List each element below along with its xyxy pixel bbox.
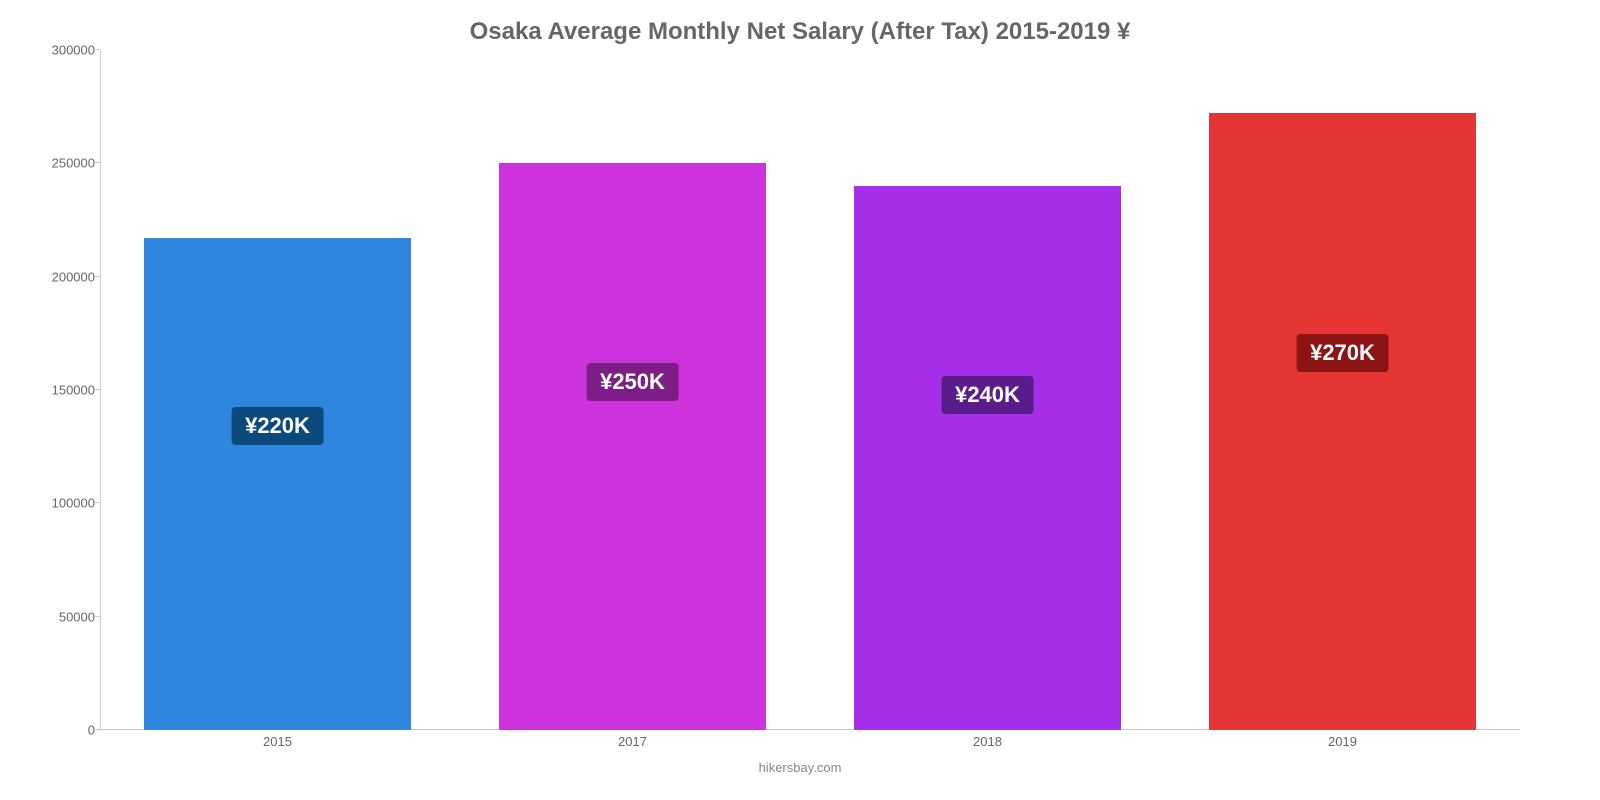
bar-value-badge: ¥220K bbox=[231, 407, 324, 445]
plot-area: 050000100000150000200000250000300000 ¥22… bbox=[100, 50, 1520, 730]
y-tick-label: 100000 bbox=[40, 496, 95, 511]
y-tick-label: 250000 bbox=[40, 156, 95, 171]
bar-value-badge: ¥250K bbox=[586, 363, 679, 401]
bar bbox=[499, 163, 765, 730]
bar bbox=[1209, 113, 1475, 730]
bar-value-badge: ¥240K bbox=[941, 376, 1034, 414]
y-axis-labels: 050000100000150000200000250000300000 bbox=[40, 50, 95, 730]
chart-title: Osaka Average Monthly Net Salary (After … bbox=[40, 18, 1560, 46]
x-tick-label: 2018 bbox=[973, 734, 1002, 749]
y-tick-label: 150000 bbox=[40, 383, 95, 398]
bar bbox=[144, 238, 410, 730]
x-tick-label: 2015 bbox=[263, 734, 292, 749]
chart-container: Osaka Average Monthly Net Salary (After … bbox=[0, 0, 1600, 800]
bar-slot: ¥250K bbox=[455, 50, 810, 730]
bar-slot: ¥240K bbox=[810, 50, 1165, 730]
bar-value-badge: ¥270K bbox=[1296, 334, 1389, 372]
bar-slot: ¥220K bbox=[100, 50, 455, 730]
bars-group: ¥220K ¥250K ¥240K ¥270K bbox=[100, 50, 1520, 730]
y-tick-label: 0 bbox=[40, 723, 95, 738]
y-tick-label: 200000 bbox=[40, 269, 95, 284]
bar bbox=[854, 186, 1120, 730]
chart-source: hikersbay.com bbox=[40, 760, 1560, 775]
y-tick-label: 50000 bbox=[40, 609, 95, 624]
x-tick-label: 2019 bbox=[1328, 734, 1357, 749]
bar-slot: ¥270K bbox=[1165, 50, 1520, 730]
x-tick-label: 2017 bbox=[618, 734, 647, 749]
x-axis-labels: 2015 2017 2018 2019 bbox=[100, 730, 1520, 758]
y-tick-label: 300000 bbox=[40, 43, 95, 58]
